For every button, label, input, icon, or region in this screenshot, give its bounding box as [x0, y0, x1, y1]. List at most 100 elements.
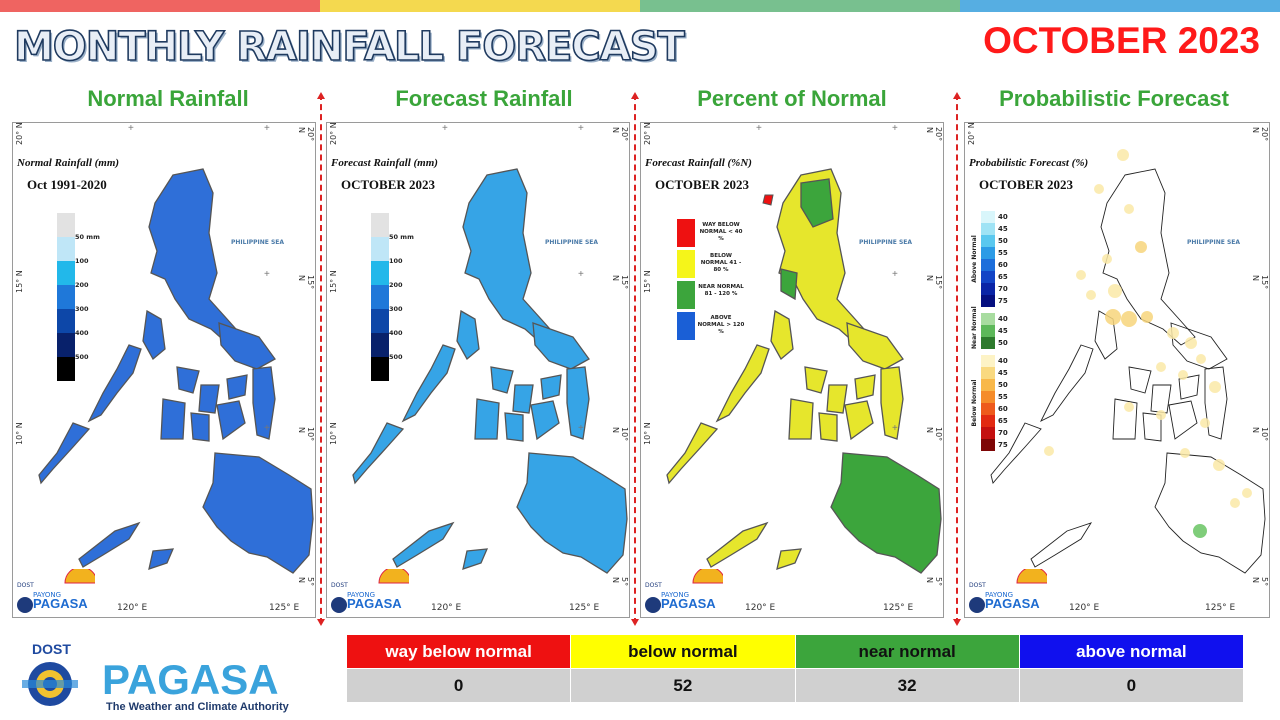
longitude-label: 120° E — [431, 603, 462, 613]
legend-label: 40 — [998, 213, 1008, 221]
sea-label: PHILIPPINE SEA — [545, 239, 599, 246]
longitude-label: 120° E — [1069, 603, 1100, 613]
category-above-normal: above normal — [1018, 634, 1245, 669]
legend-label: 50 — [998, 381, 1008, 389]
stripe-red — [0, 0, 320, 12]
latitude-label: 20° N — [611, 127, 629, 142]
legend-swatch — [981, 391, 995, 403]
legend-label: 75 — [998, 441, 1008, 449]
legend-swatch — [57, 237, 75, 261]
legend-label: 200 — [75, 281, 89, 289]
legend-swatch — [57, 333, 75, 357]
grid-tick: + — [578, 123, 584, 134]
legend-label: 500 — [75, 353, 89, 361]
legend-swatch — [981, 295, 995, 307]
legend-group: Near Normal 40 45 50 — [971, 306, 1008, 355]
map-title: Forecast Rainfall (%N) — [645, 157, 752, 169]
panel-heading-forecast: Forecast Rainfall — [395, 86, 573, 111]
legend-label: 300 — [75, 305, 89, 313]
payong-pagasa-logo: DOST PAYONG PAGASA — [329, 566, 412, 615]
latitude-label: 10° N — [329, 422, 338, 445]
legend-swatch — [677, 312, 695, 340]
legend-label: BELOW NORMAL 41 - 80 % — [700, 253, 742, 273]
legend-label: 100 — [75, 257, 89, 265]
count-near-normal: 32 — [794, 668, 1020, 703]
color-stripe — [0, 0, 1280, 12]
page-title: MONTHLY RAINFALL FORECAST — [13, 23, 685, 71]
grid-tick: + — [264, 269, 270, 280]
latitude-label: 20° N — [643, 122, 652, 145]
legend-swatch — [981, 367, 995, 379]
legend-label: 55 — [998, 249, 1008, 257]
legend-swatch — [57, 261, 75, 285]
latitude-label: 10° N — [611, 427, 629, 442]
pagasa-mini-label: PAGASA — [985, 596, 1040, 611]
map-title: Forecast Rainfall (mm) — [331, 157, 438, 169]
legend-label: 50 — [998, 339, 1008, 347]
pagasa-mini-label: PAGASA — [33, 596, 88, 611]
dost-mini-label: DOST — [17, 582, 34, 589]
longitude-label: 125° E — [569, 603, 600, 613]
latitude-label: 15° N — [925, 275, 943, 290]
stripe-blue — [960, 0, 1280, 12]
legend-label: 65 — [998, 273, 1008, 281]
pagasa-label: PAGASA — [102, 656, 279, 703]
count-below-normal: 52 — [570, 668, 796, 703]
legend-label: 400 — [389, 329, 403, 337]
map-title: Normal Rainfall (mm) — [17, 157, 120, 169]
latitude-label: 20° N — [967, 122, 976, 145]
legend-label: 70 — [998, 285, 1008, 293]
legend-label: 60 — [998, 261, 1008, 269]
category-below-normal: below normal — [570, 634, 796, 669]
legend-label: 45 — [998, 369, 1008, 377]
sea-label: PHILIPPINE SEA — [859, 239, 913, 246]
legend-swatch — [981, 259, 995, 271]
payong-pagasa-logo: DOST PAYONG PAGASA — [967, 566, 1050, 615]
legend-label: 40 — [998, 315, 1008, 323]
probability-legend: Above Normal 40 45 50 55 60 65 70 75 Near Normal 4… — [971, 211, 1008, 457]
pagasa-mini-label: PAGASA — [661, 596, 716, 611]
rainfall-legend: 50 mm 100 200 300 400 500 — [371, 213, 414, 381]
legend-swatch — [981, 271, 995, 283]
map-subtitle: OCTOBER 2023 — [979, 177, 1074, 192]
legend-label: ABOVE NORMAL > 120 % — [697, 315, 745, 335]
legend-label: NEAR NORMAL 81 - 120 % — [698, 284, 744, 297]
legend-swatch — [57, 309, 75, 333]
pagasa-mini-label: PAGASA — [347, 596, 402, 611]
latitude-label: 5° N — [1251, 577, 1269, 587]
count-way-below-normal: 0 — [345, 668, 572, 703]
longitude-label: 120° E — [117, 603, 148, 613]
legend-swatch — [981, 427, 995, 439]
legend-label: 50 — [998, 237, 1008, 245]
legend-label: 65 — [998, 417, 1008, 425]
map-title: Probabilistic Forecast (%) — [969, 157, 1089, 169]
legend-swatch — [981, 235, 995, 247]
map-panel-forecast: 20° N 15° N 10° N 20° N 15° N 10° N 5° N… — [326, 122, 630, 618]
legend-label: 45 — [998, 225, 1008, 233]
latitude-label: 15° N — [643, 270, 652, 293]
legend-label: 300 — [389, 305, 403, 313]
legend-label: 400 — [75, 329, 89, 337]
philippines-map — [352, 168, 628, 574]
panel-divider — [317, 92, 325, 626]
legend-swatch — [57, 285, 75, 309]
legend-swatch — [981, 313, 995, 325]
rainfall-legend: 50 mm 100 200 300 400 500 — [57, 213, 100, 381]
legend-swatch — [57, 213, 75, 237]
legend-label: 60 — [998, 405, 1008, 413]
grid-tick: + — [756, 123, 762, 134]
legend-swatch — [371, 309, 389, 333]
legend-swatch — [371, 261, 389, 285]
latitude-label: 15° N — [297, 275, 315, 290]
summary-table: way below normal below normal near norma… — [345, 634, 1245, 703]
sea-label: PHILIPPINE SEA — [231, 239, 285, 246]
legend-group: Below Normal 40 45 50 55 60 65 70 75 — [971, 355, 1008, 457]
legend-group-label: Below Normal — [971, 379, 978, 427]
dost-label: DOST — [32, 641, 71, 657]
latitude-label: 10° N — [643, 422, 652, 445]
legend-swatch — [981, 283, 995, 295]
legend-label: 50 mm — [389, 233, 414, 241]
map-subtitle: OCTOBER 2023 — [341, 177, 436, 192]
summary-value-row: 0 52 32 0 — [345, 668, 1245, 703]
